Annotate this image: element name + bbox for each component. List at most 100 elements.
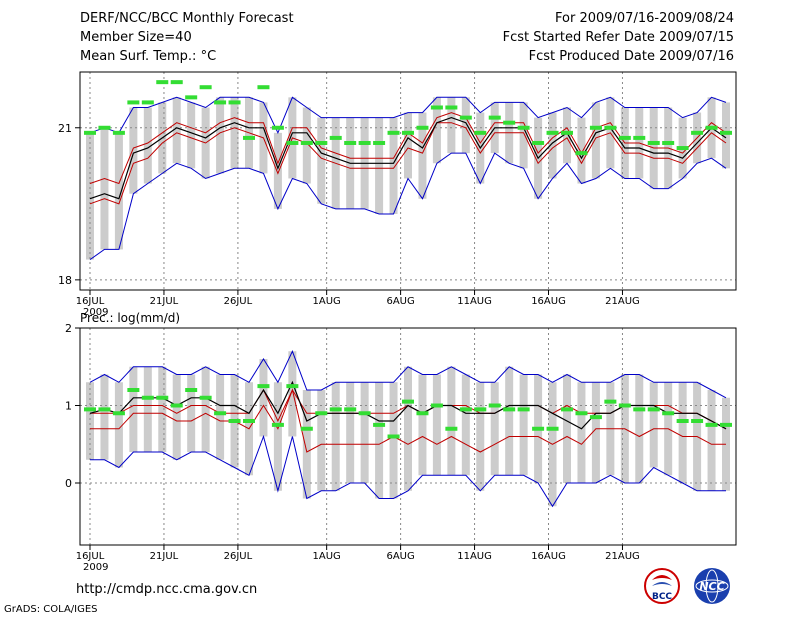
forecast-period: For 2009/07/16-2009/08/24 (555, 11, 734, 26)
spread-box (201, 366, 210, 452)
observed-marker (459, 115, 472, 120)
observed-marker (98, 125, 111, 130)
observed-marker (127, 388, 140, 392)
spread-box (216, 374, 225, 460)
grads-credit: GrADS: COLA/IGES (4, 604, 98, 615)
observed-marker (271, 125, 284, 130)
spread-box (563, 374, 571, 483)
spread-box (461, 374, 470, 476)
observed-marker (647, 140, 660, 145)
observed-marker (185, 95, 198, 100)
refer-date: Fcst Started Refer Date 2009/07/15 (502, 30, 734, 45)
observed-marker (676, 146, 689, 151)
spread-box (288, 351, 297, 437)
bcc-logo-text: BCC (652, 592, 672, 602)
logos: BCC NCC (644, 568, 730, 604)
spread-box (317, 117, 326, 204)
spread-box (505, 366, 514, 476)
series-mean-line (89, 116, 727, 200)
observed-marker (575, 411, 588, 416)
observed-marker (170, 80, 183, 85)
observed-marker (315, 411, 328, 416)
spread-box (722, 102, 730, 169)
spread-box (548, 112, 557, 179)
observed-marker (257, 384, 270, 389)
observed-marker (315, 140, 328, 145)
spread-box (461, 97, 470, 154)
observed-marker (633, 407, 646, 412)
observed-marker (691, 130, 704, 135)
observed-marker (488, 115, 501, 120)
observed-marker (402, 130, 414, 135)
observed-marker (243, 419, 255, 423)
observed-marker (532, 140, 545, 145)
observed-marker (474, 407, 487, 412)
spread-box (404, 112, 412, 179)
observed-marker (488, 403, 501, 408)
spread-box (273, 382, 282, 491)
observed-marker (358, 140, 371, 145)
spread-box (143, 366, 152, 452)
x-tick-label: 11AUG (457, 296, 492, 307)
chart-title: DERF/NCC/BCC Monthly Forecast (80, 11, 294, 26)
observed-marker (561, 407, 573, 412)
observed-marker (271, 422, 284, 427)
series-min-line (90, 434, 726, 508)
bcc-logo: BCC (644, 568, 680, 604)
observed-marker (618, 403, 631, 408)
spread-box (591, 102, 600, 179)
spread-box (114, 382, 123, 468)
spread-box (519, 102, 528, 169)
spread-box (490, 382, 499, 476)
observed-marker (286, 140, 299, 145)
observed-marker (416, 411, 429, 416)
observed-marker (112, 411, 125, 416)
observed-marker (662, 411, 675, 416)
series-max-line (89, 350, 727, 399)
observed-marker (84, 130, 96, 135)
x-tick-label: 16AUG (531, 296, 566, 307)
spread-box (259, 359, 268, 437)
spread-box (577, 382, 586, 483)
observed-marker (358, 411, 371, 416)
y-tick-label: 18 (58, 274, 72, 287)
spread-box (216, 97, 225, 174)
spread-box (187, 374, 196, 452)
series-max-line (89, 152, 727, 261)
observed-marker (705, 125, 718, 130)
spread-box (187, 102, 196, 169)
observed-marker (84, 407, 96, 412)
series-min-line (89, 96, 727, 135)
spread-box (432, 97, 441, 164)
observed-marker (604, 125, 617, 130)
spread-box (389, 382, 398, 499)
observed-marker (546, 426, 559, 431)
observed-marker (214, 100, 227, 105)
x-tick-label: 21AUG (605, 296, 640, 307)
observed-marker (662, 140, 675, 145)
observed-marker (286, 384, 299, 389)
observed-marker (430, 403, 443, 408)
spread-box (114, 132, 123, 250)
observed-marker (430, 105, 443, 110)
spread-box (273, 132, 282, 209)
x-tick-label: 6AUG (386, 296, 414, 307)
observed-marker (633, 135, 646, 140)
panel-title: Prec.: log(mm/d) (80, 311, 180, 325)
observed-marker (98, 407, 111, 412)
observed-marker (156, 395, 169, 400)
observed-marker (459, 407, 472, 412)
series-mean-line (89, 380, 727, 430)
produced-date: Fcst Produced Date 2009/07/16 (528, 49, 734, 64)
spread-box (302, 390, 311, 499)
observed-marker (647, 407, 660, 412)
observed-marker (676, 419, 689, 423)
observed-marker (344, 140, 357, 145)
observed-marker (199, 85, 212, 90)
variable-label: Mean Surf. Temp.: °C (80, 49, 217, 64)
header-right: For 2009/07/16-2009/08/24 Fcst Started R… (503, 10, 734, 67)
observed-marker (228, 419, 241, 423)
spread-box (86, 132, 94, 260)
observed-marker (373, 422, 386, 427)
